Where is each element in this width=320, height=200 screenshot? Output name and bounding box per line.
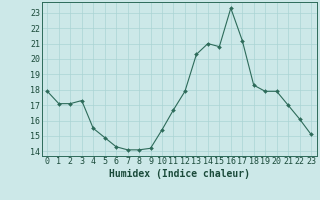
X-axis label: Humidex (Indice chaleur): Humidex (Indice chaleur)	[109, 169, 250, 179]
